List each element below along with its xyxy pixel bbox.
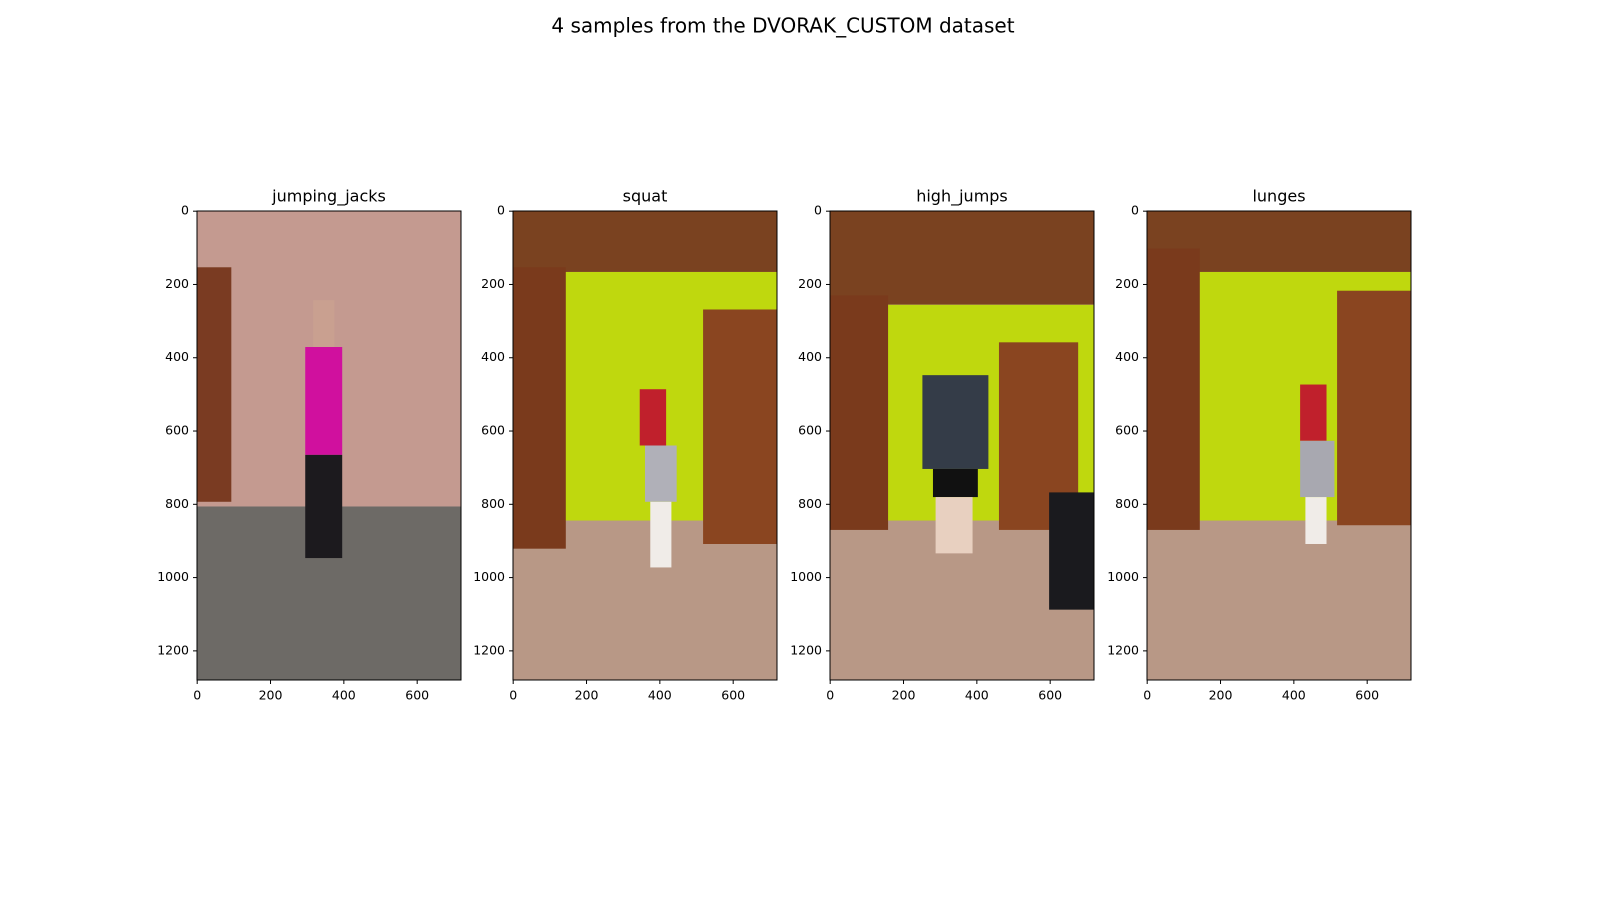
x-tick-label: 600 — [1355, 688, 1379, 703]
y-tick-label: 400 — [798, 349, 822, 364]
x-tick-label: 600 — [1038, 688, 1062, 703]
photo-region — [1337, 290, 1411, 526]
y-tick-label: 800 — [798, 496, 822, 511]
subplot-title: squat — [623, 187, 668, 206]
y-tick-label: 200 — [165, 276, 189, 291]
x-tick-label: 200 — [575, 688, 599, 703]
x-tick-label: 200 — [259, 688, 283, 703]
y-tick-label: 200 — [1115, 276, 1139, 291]
y-tick-label: 800 — [1115, 496, 1139, 511]
axes-frame — [1146, 210, 1412, 681]
photo-region — [197, 267, 232, 502]
x-tick-label: 0 — [193, 688, 201, 703]
image — [513, 211, 777, 680]
photo-region — [650, 501, 672, 568]
y-tick-label: 600 — [481, 423, 505, 438]
photo-region — [1300, 440, 1335, 498]
y-tick-label: 1200 — [473, 642, 505, 657]
y-tick-label: 600 — [798, 423, 822, 438]
figure-title: 4 samples from the DVORAK_CUSTOM dataset — [551, 14, 1014, 38]
y-tick-label: 1000 — [1107, 569, 1139, 584]
photo-region — [1147, 248, 1200, 530]
photo-region — [922, 375, 989, 469]
y-tick-label: 600 — [1115, 423, 1139, 438]
image — [1147, 211, 1411, 680]
x-tick-label: 600 — [405, 688, 429, 703]
photo-region — [830, 211, 1094, 305]
y-tick-label: 0 — [814, 203, 822, 218]
y-tick-label: 200 — [798, 276, 822, 291]
photo-region — [639, 389, 667, 446]
y-tick-label: 1200 — [157, 642, 189, 657]
x-tick-label: 0 — [1143, 688, 1151, 703]
x-tick-label: 0 — [509, 688, 517, 703]
y-tick-label: 0 — [181, 203, 189, 218]
photo-region — [830, 295, 889, 530]
x-tick-label: 400 — [332, 688, 356, 703]
y-tick-label: 0 — [497, 203, 505, 218]
axes-frame — [196, 210, 462, 681]
photo-region — [305, 454, 343, 559]
y-tick-label: 1000 — [157, 569, 189, 584]
photo-region — [935, 497, 973, 554]
y-tick-label: 800 — [165, 496, 189, 511]
photo-region — [305, 347, 343, 455]
axes-frame — [512, 210, 778, 681]
photo-region — [1305, 497, 1327, 544]
y-tick-label: 0 — [1131, 203, 1139, 218]
image — [197, 211, 461, 680]
x-tick-label: 200 — [1209, 688, 1233, 703]
photo-region — [513, 267, 566, 549]
x-tick-label: 200 — [892, 688, 916, 703]
image — [830, 211, 1094, 680]
y-tick-label: 400 — [1115, 349, 1139, 364]
axes-frame — [829, 210, 1095, 681]
subplot-title: lunges — [1252, 187, 1305, 206]
y-tick-label: 1000 — [473, 569, 505, 584]
y-tick-label: 400 — [481, 349, 505, 364]
photo-region — [1147, 520, 1411, 680]
y-tick-label: 1000 — [790, 569, 822, 584]
photo-region — [645, 445, 677, 502]
photo-region — [932, 468, 978, 498]
photo-region — [703, 309, 777, 544]
photo-region — [1300, 384, 1327, 441]
y-tick-label: 800 — [481, 496, 505, 511]
x-tick-label: 600 — [721, 688, 745, 703]
y-tick-label: 200 — [481, 276, 505, 291]
subplot-title: jumping_jacks — [271, 187, 386, 207]
photo-region — [513, 211, 777, 272]
y-tick-label: 1200 — [790, 642, 822, 657]
x-tick-label: 0 — [826, 688, 834, 703]
x-tick-label: 400 — [965, 688, 989, 703]
photo-region — [313, 300, 335, 348]
x-tick-label: 400 — [648, 688, 672, 703]
x-tick-label: 400 — [1282, 688, 1306, 703]
photo-region — [1049, 492, 1094, 610]
y-tick-label: 400 — [165, 349, 189, 364]
y-tick-label: 600 — [165, 423, 189, 438]
y-tick-label: 1200 — [1107, 642, 1139, 657]
subplot-title: high_jumps — [916, 187, 1008, 207]
